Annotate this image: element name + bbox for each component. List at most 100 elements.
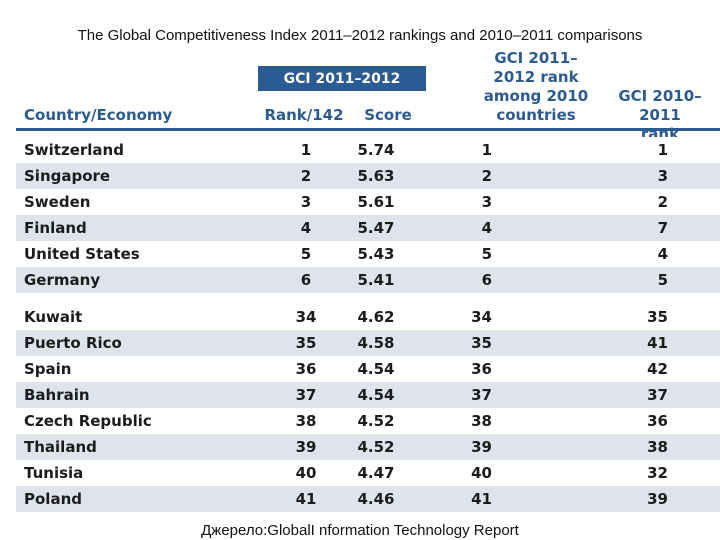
cell-rank: 39 — [266, 434, 346, 460]
header-among-line: 2012 rank — [493, 68, 579, 86]
cell-country: Tunisia — [16, 460, 266, 486]
gci-banner: GCI 2011–2012 — [258, 66, 426, 91]
cell-rank: 5 — [266, 241, 346, 267]
table-row: Bahrain 37 4.54 37 37 — [16, 382, 720, 408]
cell-among-rank: 41 — [406, 486, 540, 512]
header-among-line: GCI 2011– — [494, 49, 578, 67]
cell-score: 5.47 — [346, 215, 406, 241]
cell-prev-rank: 32 — [540, 460, 720, 486]
header-country: Country/Economy — [24, 106, 173, 124]
cell-prev-rank: 1 — [540, 137, 720, 163]
cell-score: 4.58 — [346, 330, 406, 356]
cell-among-rank: 34 — [406, 304, 540, 330]
cell-score: 5.43 — [346, 241, 406, 267]
table-row: Finland 4 5.47 4 7 — [16, 215, 720, 241]
cell-rank: 38 — [266, 408, 346, 434]
source-note: Джерело:GlobalI nformation Technology Re… — [201, 522, 519, 539]
table-row: Czech Republic 38 4.52 38 36 — [16, 408, 720, 434]
table-row: Tunisia 40 4.47 40 32 — [16, 460, 720, 486]
cell-country: United States — [16, 241, 266, 267]
table-row: Switzerland 1 5.74 1 1 — [16, 137, 720, 163]
cell-prev-rank: 38 — [540, 434, 720, 460]
cell-prev-rank: 5 — [540, 267, 720, 293]
cell-prev-rank: 4 — [540, 241, 720, 267]
cell-score: 5.74 — [346, 137, 406, 163]
header-divider — [16, 128, 720, 131]
header-among-line: countries — [496, 106, 576, 124]
cell-country: Bahrain — [16, 382, 266, 408]
header-prev-line: GCI 2010–2011 — [618, 87, 702, 124]
cell-score: 4.52 — [346, 434, 406, 460]
cell-among-rank: 38 — [406, 408, 540, 434]
cell-rank: 35 — [266, 330, 346, 356]
cell-among-rank: 35 — [406, 330, 540, 356]
cell-among-rank: 4 — [406, 215, 540, 241]
header-score: Score — [364, 106, 412, 124]
table-row: Sweden 3 5.61 3 2 — [16, 189, 720, 215]
table-row: Thailand 39 4.52 39 38 — [16, 434, 720, 460]
cell-rank: 37 — [266, 382, 346, 408]
cell-prev-rank: 3 — [540, 163, 720, 189]
table-row: Puerto Rico 35 4.58 35 41 — [16, 330, 720, 356]
cell-prev-rank: 7 — [540, 215, 720, 241]
table-row: Singapore 2 5.63 2 3 — [16, 163, 720, 189]
cell-score: 5.63 — [346, 163, 406, 189]
cell-prev-rank: 2 — [540, 189, 720, 215]
cell-among-rank: 5 — [406, 241, 540, 267]
table-row: Kuwait 34 4.62 34 35 — [16, 304, 720, 330]
cell-among-rank: 2 — [406, 163, 540, 189]
cell-country: Spain — [16, 356, 266, 382]
header-prev-rank: GCI 2010–2011 rank — [600, 87, 720, 144]
cell-prev-rank: 36 — [540, 408, 720, 434]
cell-score: 4.54 — [346, 382, 406, 408]
cell-score: 4.62 — [346, 304, 406, 330]
cell-country: Kuwait — [16, 304, 266, 330]
cell-country: Poland — [16, 486, 266, 512]
cell-country: Singapore — [16, 163, 266, 189]
cell-among-rank: 39 — [406, 434, 540, 460]
cell-rank: 6 — [266, 267, 346, 293]
cell-rank: 34 — [266, 304, 346, 330]
header-rank: Rank/142 — [264, 106, 344, 124]
cell-country: Finland — [16, 215, 266, 241]
cell-prev-rank: 41 — [540, 330, 720, 356]
cell-country: Czech Republic — [16, 408, 266, 434]
cell-country: Puerto Rico — [16, 330, 266, 356]
ranking-table-top: Switzerland 1 5.74 1 1 Singapore 2 5.63 2 3 Sweden… — [16, 137, 720, 293]
cell-rank: 1 — [266, 137, 346, 163]
cell-score: 5.61 — [346, 189, 406, 215]
cell-among-rank: 1 — [406, 137, 540, 163]
cell-among-rank: 6 — [406, 267, 540, 293]
cell-among-rank: 40 — [406, 460, 540, 486]
header-among-line: among 2010 — [483, 87, 589, 105]
cell-score: 4.46 — [346, 486, 406, 512]
cell-score: 4.47 — [346, 460, 406, 486]
cell-rank: 4 — [266, 215, 346, 241]
cell-prev-rank: 39 — [540, 486, 720, 512]
ranking-table-bottom: Kuwait 34 4.62 34 35 Puerto Rico 35 4.58 35 41 Spa… — [16, 304, 720, 512]
cell-prev-rank: 37 — [540, 382, 720, 408]
page-title: The Global Competitiveness Index 2011–20… — [77, 27, 643, 44]
cell-score: 5.41 — [346, 267, 406, 293]
table-row: United States 5 5.43 5 4 — [16, 241, 720, 267]
cell-prev-rank: 35 — [540, 304, 720, 330]
cell-score: 4.52 — [346, 408, 406, 434]
cell-rank: 41 — [266, 486, 346, 512]
table-row: Spain 36 4.54 36 42 — [16, 356, 720, 382]
cell-country: Thailand — [16, 434, 266, 460]
table-row: Poland 41 4.46 41 39 — [16, 486, 720, 512]
cell-country: Switzerland — [16, 137, 266, 163]
cell-rank: 2 — [266, 163, 346, 189]
cell-country: Sweden — [16, 189, 266, 215]
table-row: Germany 6 5.41 6 5 — [16, 267, 720, 293]
cell-prev-rank: 42 — [540, 356, 720, 382]
cell-rank: 3 — [266, 189, 346, 215]
cell-among-rank: 37 — [406, 382, 540, 408]
cell-country: Germany — [16, 267, 266, 293]
cell-rank: 36 — [266, 356, 346, 382]
header-among: GCI 2011– 2012 rank among 2010 countries — [478, 49, 594, 125]
cell-score: 4.54 — [346, 356, 406, 382]
cell-among-rank: 3 — [406, 189, 540, 215]
cell-among-rank: 36 — [406, 356, 540, 382]
cell-rank: 40 — [266, 460, 346, 486]
